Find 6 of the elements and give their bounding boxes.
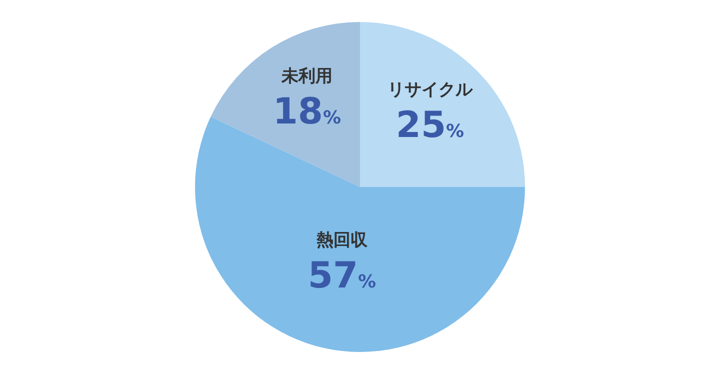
slice-label: 未利用 <box>280 66 332 86</box>
data-label: 18% <box>272 91 342 132</box>
data-label: 57% <box>308 256 376 297</box>
data-label: 25% <box>396 104 464 146</box>
slice-label: リサイクル <box>388 80 474 100</box>
slice-label: 熱回収 <box>316 230 369 251</box>
